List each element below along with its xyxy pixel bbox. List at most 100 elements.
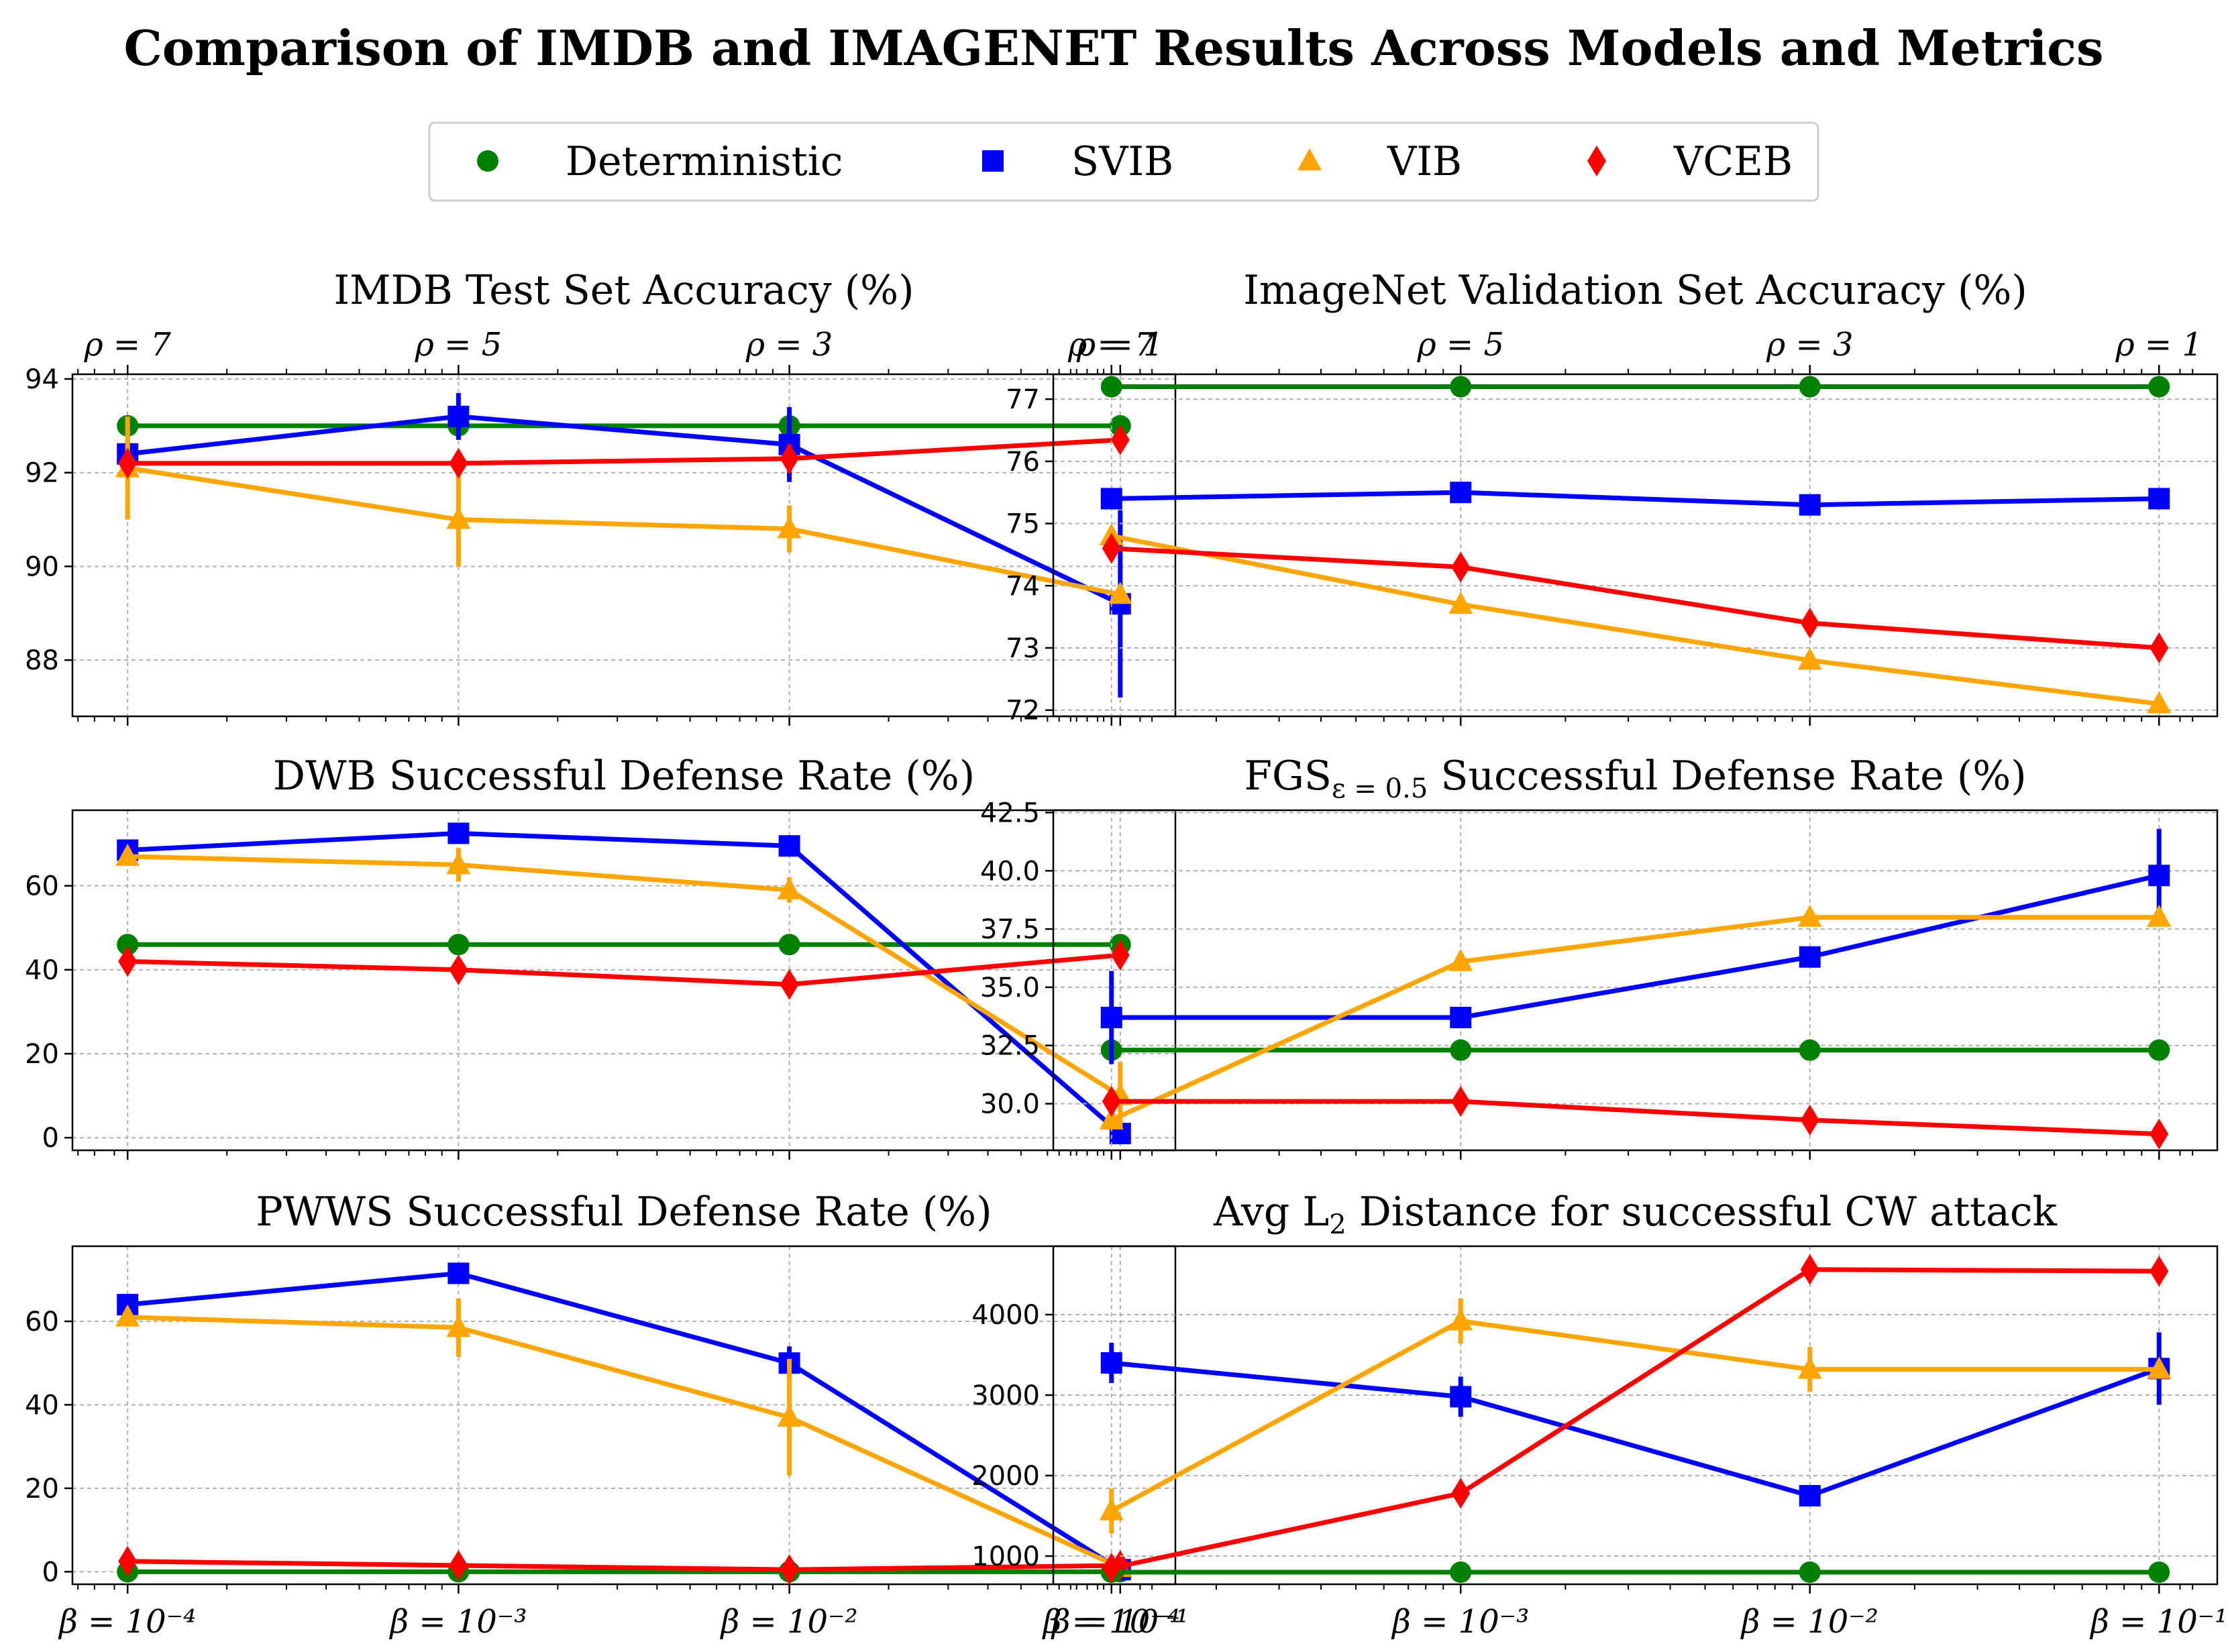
- panel-title: Avg L2 Distance for successful CW attack: [1213, 1189, 2057, 1240]
- data-point-vceb: [2150, 1118, 2169, 1150]
- data-point-vib: [1797, 647, 1822, 670]
- y-tick-label: 72: [1006, 696, 1040, 726]
- data-point-vib: [1448, 592, 1473, 614]
- series-line-vceb: [1111, 546, 2160, 651]
- data-point-svib: [1100, 488, 1122, 510]
- y-tick-label: 30.0: [980, 1089, 1040, 1120]
- series-line-svib: [127, 414, 1122, 606]
- data-point-vceb: [2150, 632, 2169, 663]
- data-point-vib: [2147, 904, 2172, 927]
- y-tick-label: 4000: [971, 1300, 1040, 1331]
- data-point-svib: [778, 835, 800, 857]
- data-point-vib: [1448, 1308, 1473, 1331]
- data-point-svib: [1450, 1386, 1472, 1408]
- y-tick-label: 60: [25, 871, 59, 902]
- legend-marker-svib: [982, 150, 1004, 172]
- data-point-deterministic: [778, 934, 800, 956]
- series-line-vceb: [127, 437, 1120, 466]
- top-tick-label: ρ = 3: [1766, 326, 1854, 364]
- data-point-vceb: [1451, 1086, 1471, 1117]
- y-tick-label: 37.5: [980, 914, 1040, 945]
- data-point-vib: [446, 852, 471, 875]
- series-svib: [1100, 482, 2170, 516]
- series-line-vib: [1110, 1319, 2160, 1513]
- legend-box: [428, 121, 1819, 202]
- data-point-deterministic: [2148, 1561, 2170, 1583]
- series-svib: [117, 822, 1131, 1144]
- data-point-vib: [2147, 1356, 2172, 1379]
- series-deterministic: [1100, 376, 2170, 398]
- data-point-deterministic: [2148, 376, 2170, 398]
- series-line-vib: [1110, 915, 2160, 1123]
- x-tick-label: β = 10⁻⁴: [1042, 1603, 1180, 1641]
- y-tick-label: 32.5: [980, 1031, 1040, 1062]
- data-point-vib: [1797, 904, 1822, 927]
- data-point-svib: [447, 405, 470, 427]
- data-point-svib: [1799, 1485, 1821, 1506]
- data-point-vceb: [118, 946, 138, 977]
- data-point-vceb: [1110, 939, 1130, 971]
- axes-frame: [1052, 373, 2219, 718]
- x-tick-label: β = 10⁻²: [1740, 1603, 1878, 1641]
- data-point-vceb: [449, 447, 468, 479]
- y-tick-label: 2000: [971, 1461, 1040, 1492]
- y-tick-label: 20: [25, 1474, 59, 1504]
- series-vceb: [118, 939, 1130, 1000]
- legend-marker-vib: [1297, 148, 1322, 170]
- y-tick-label: 3000: [971, 1380, 1040, 1411]
- x-tick-label: β = 10⁻¹: [1051, 1603, 1189, 1641]
- fgs-defense-panel: FGSε = 0.5 Successful Defense Rate (%) 30…: [980, 753, 2219, 1160]
- data-point-vib: [1448, 948, 1473, 971]
- x-tick-label: β = 10⁻³: [388, 1603, 527, 1641]
- data-point-vceb: [449, 1550, 468, 1581]
- y-tick-label: 94: [25, 364, 59, 395]
- data-point-deterministic: [1799, 376, 1821, 398]
- cw-distance-panel: Avg L2 Distance for successful CW attack…: [971, 1189, 2227, 1641]
- figure-title: Comparison of IMDB and IMAGENET Results …: [123, 19, 2103, 76]
- series-svib: [1100, 828, 2170, 1064]
- y-tick-label: 42.5: [980, 797, 1040, 828]
- data-point-vib: [777, 1405, 802, 1427]
- series-vib: [115, 416, 1132, 604]
- top-tick-label: ρ = 7: [1067, 326, 1155, 364]
- y-tick-label: 73: [1006, 633, 1040, 664]
- x-tick-label: β = 10⁻¹: [2089, 1603, 2227, 1641]
- series-svib: [1100, 1332, 2170, 1506]
- y-tick-label: 0: [42, 1123, 59, 1154]
- top-tick-label: ρ = 3: [745, 326, 833, 364]
- series-line-svib: [1111, 873, 2160, 1020]
- series-line-svib: [127, 1270, 1122, 1572]
- y-tick-label: 40: [25, 1390, 59, 1421]
- data-point-svib: [1799, 494, 1821, 516]
- y-tick-label: 76: [1006, 447, 1040, 478]
- series-vib: [1099, 904, 2172, 1130]
- legend-label-svib: SVIB: [1071, 138, 1173, 185]
- data-point-svib: [1100, 1352, 1122, 1374]
- legend: Deterministic SVIB VIB VCEB: [428, 121, 1819, 202]
- legend-label-vib: VIB: [1387, 138, 1462, 185]
- top-tick-label: ρ = 7: [83, 326, 171, 364]
- data-point-vib: [1099, 1107, 1124, 1130]
- data-point-vceb: [1110, 424, 1130, 455]
- pwws-defense-panel: PWWS Successful Defense Rate (%) 0 20 40 60 β…: [25, 1189, 1189, 1641]
- data-point-deterministic: [1100, 376, 1122, 398]
- data-point-vceb: [1102, 1553, 1121, 1584]
- data-point-deterministic: [2148, 1039, 2170, 1061]
- y-tick-label: 88: [25, 645, 59, 676]
- series-vib: [115, 1298, 1132, 1578]
- data-point-vib: [1099, 1498, 1124, 1521]
- top-tick-label: ρ = 5: [415, 326, 502, 364]
- y-tick-label: 20: [25, 1039, 59, 1070]
- data-point-vceb: [780, 443, 799, 474]
- series-vib: [1099, 523, 2172, 714]
- data-point-vib: [446, 506, 471, 529]
- series-line-vib: [127, 1315, 1122, 1570]
- legend-marker-vceb: [1587, 146, 1606, 176]
- data-point-svib: [447, 1262, 470, 1284]
- data-point-vceb: [1800, 1104, 1819, 1136]
- series-line-vceb: [1111, 1267, 2160, 1571]
- data-point-vceb: [1451, 1478, 1471, 1509]
- data-point-vceb: [1451, 551, 1471, 583]
